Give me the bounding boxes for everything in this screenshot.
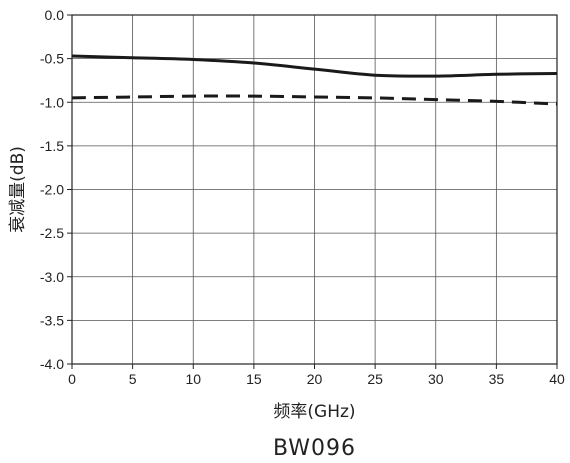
x-tick-label: 40 bbox=[549, 371, 565, 387]
tick-marks bbox=[67, 14, 558, 369]
x-tick-label: 15 bbox=[246, 371, 262, 387]
chart-caption: BW096 bbox=[273, 436, 356, 461]
y-tick-label: -0.5 bbox=[40, 51, 64, 67]
y-tick-label: -3.0 bbox=[40, 269, 64, 285]
y-tick-label: -2.0 bbox=[40, 182, 64, 198]
y-tick-labels: 0.0 -0.5 -1.0 -1.5 -2.0 -2.5 -3.0 -3.5 -4.0 bbox=[40, 7, 64, 372]
y-axis-title: 衰减量(dB) bbox=[8, 146, 28, 233]
x-axis-title: 频率(GHz) bbox=[273, 402, 355, 422]
y-tick-label: 0.0 bbox=[45, 7, 65, 23]
x-tick-label: 20 bbox=[307, 371, 323, 387]
grid-lines bbox=[71, 14, 558, 365]
x-tick-label: 35 bbox=[489, 371, 505, 387]
series-group bbox=[71, 54, 558, 106]
x-tick-label: 10 bbox=[185, 371, 201, 387]
y-tick-label: -2.5 bbox=[40, 225, 64, 241]
x-tick-labels: 0 5 10 15 20 25 30 35 40 bbox=[68, 371, 565, 387]
series-line-solid bbox=[71, 54, 558, 78]
y-tick-label: -1.5 bbox=[40, 138, 64, 154]
y-tick-label: -3.5 bbox=[40, 312, 64, 328]
x-tick-label: 30 bbox=[428, 371, 444, 387]
x-tick-label: 25 bbox=[367, 371, 383, 387]
y-tick-label: -1.0 bbox=[40, 94, 64, 110]
series-line-dashed bbox=[71, 94, 558, 106]
y-tick-label: -4.0 bbox=[40, 356, 64, 372]
x-tick-label: 0 bbox=[68, 371, 76, 387]
x-tick-label: 5 bbox=[129, 371, 137, 387]
